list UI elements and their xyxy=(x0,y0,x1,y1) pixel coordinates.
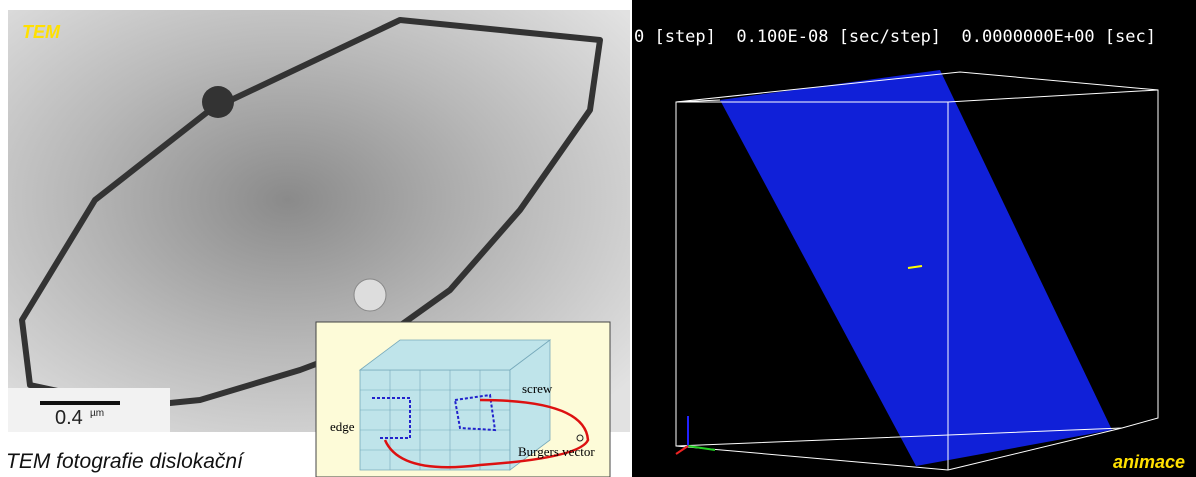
burgers-label: Burgers vector xyxy=(518,444,595,459)
caption: TEM fotografie dislokační xyxy=(6,450,245,473)
scale-unit: µm xyxy=(90,408,104,419)
animace-label: animace xyxy=(1113,452,1185,472)
page: 0.4 µm TEM TEM fotografie dislokační scr… xyxy=(0,0,1196,477)
inset-diagram: screw edge Burgers vector xyxy=(316,322,610,477)
figure: 0.4 µm TEM TEM fotografie dislokační scr… xyxy=(0,0,1196,477)
screw-label: screw xyxy=(522,381,553,396)
tem-label: TEM xyxy=(22,22,61,42)
edge-label: edge xyxy=(330,419,355,434)
simulation-view: 0 [step] 0.100E-08 [sec/step] 0.0000000E… xyxy=(632,0,1196,477)
scale-value: 0.4 xyxy=(55,407,83,429)
sim-header: 0 [step] 0.100E-08 [sec/step] 0.0000000E… xyxy=(634,27,1156,47)
